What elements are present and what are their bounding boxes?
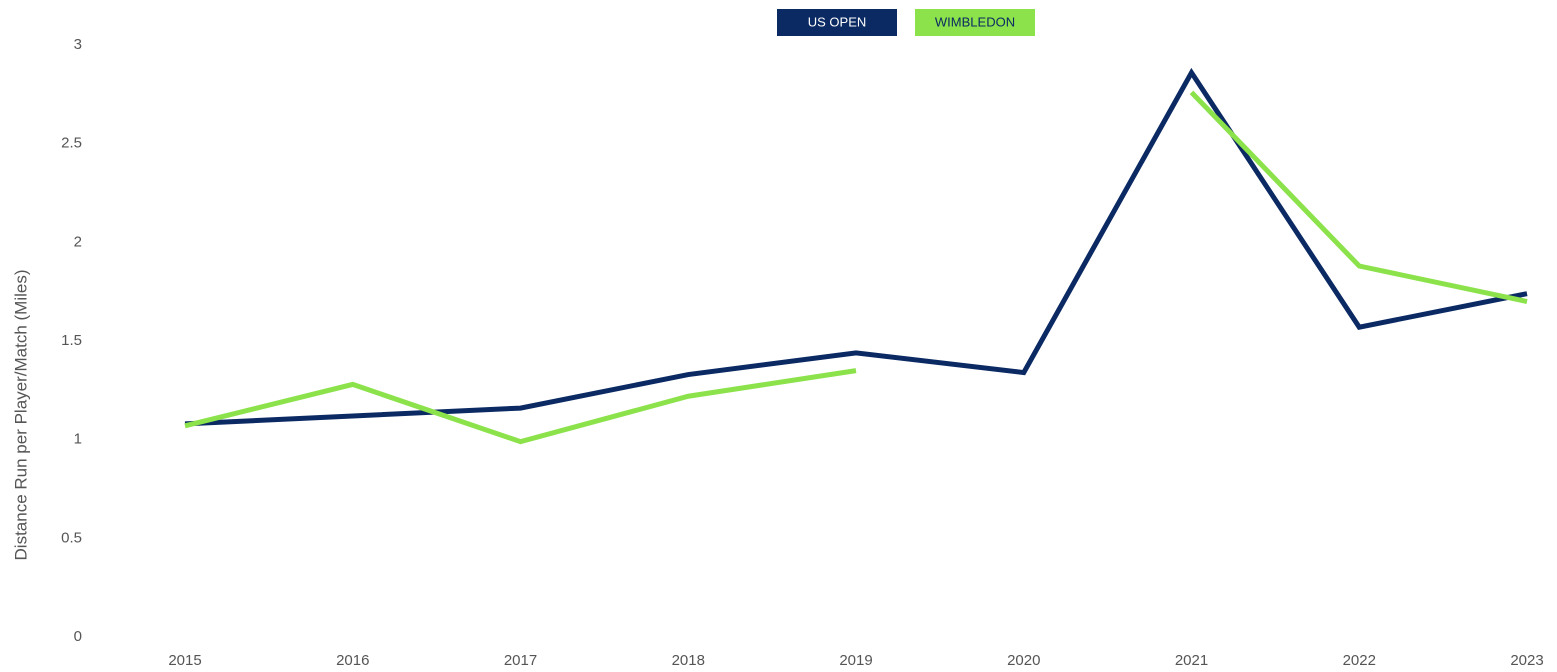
x-tick-label: 2020 [1007, 652, 1040, 669]
y-tick-label: 1.5 [61, 332, 82, 349]
x-tick-label: 2021 [1175, 652, 1208, 669]
legend-swatch [915, 9, 1035, 36]
y-tick-label: 0.5 [61, 529, 82, 546]
legend-label: US OPEN [808, 14, 867, 29]
y-tick-label: 3 [74, 36, 82, 53]
x-tick-label: 2018 [672, 652, 705, 669]
y-axis-title: Distance Run per Player/Match (Miles) [11, 270, 30, 561]
y-tick-label: 2.5 [61, 135, 82, 152]
legend-swatch [777, 9, 897, 36]
x-tick-label: 2019 [839, 652, 872, 669]
x-tick-label: 2023 [1510, 652, 1543, 669]
series-line [184, 90, 1528, 445]
x-tick-label: 2015 [168, 652, 201, 669]
x-tick-label: 2022 [1343, 652, 1376, 669]
y-tick-label: 1 [74, 431, 82, 448]
legend-label: WIMBLEDON [935, 14, 1015, 29]
y-tick-label: 2 [74, 233, 82, 250]
series-line [184, 67, 1528, 427]
x-tick-label: 2017 [504, 652, 537, 669]
x-tick-label: 2016 [336, 652, 369, 669]
y-tick-label: 0 [74, 628, 82, 645]
